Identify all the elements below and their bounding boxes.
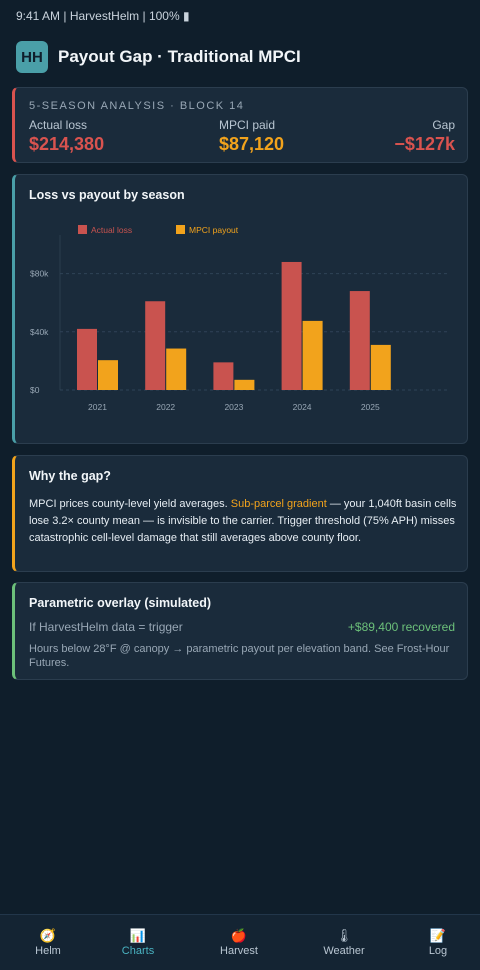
x-tick-label: 2024	[293, 402, 312, 412]
nav-item-log[interactable]: 📝 Log	[390, 915, 480, 970]
page-title: Payout Gap · Traditional MPCI	[58, 47, 301, 66]
bar	[166, 348, 187, 390]
nav-item-label: Charts	[121, 945, 155, 957]
summary-kicker: 5-SEASON ANALYSIS · BLOCK 14	[29, 100, 245, 112]
legend-label: MPCI payout	[189, 225, 239, 235]
actual-loss-label: Actual loss	[29, 118, 88, 132]
why-gap-card: Why the gap? MPCI prices county-level yi…	[12, 455, 468, 572]
thermometer-icon: 🌡	[335, 928, 353, 943]
actual-loss-value: $214,380	[29, 134, 105, 154]
chart-card: Loss vs payout by season $0 $40k $80k Actua…	[12, 174, 468, 444]
overlay-condition: If HarvestHelm data = trigger	[29, 620, 183, 634]
x-tick-label: 2023	[224, 402, 243, 412]
nav-item-label: Weather	[323, 945, 365, 957]
legend-swatch	[78, 225, 87, 234]
mpci-paid-value: $87,120	[219, 134, 285, 154]
status-bar: 9:41 AM | HarvestHelm | 100% ▮	[16, 9, 190, 23]
gap-metric: Gap −$127k	[394, 118, 455, 155]
bar	[302, 320, 323, 390]
nav-item-charts[interactable]: 📊 Charts	[90, 915, 186, 970]
chart-title: Loss vs payout by season	[29, 188, 185, 202]
mpci-paid-label: MPCI paid	[219, 118, 276, 132]
overlay-recovered: +$89,400 recovered	[347, 620, 455, 634]
gap-value: −$127k	[394, 134, 455, 154]
bottom-nav: 🧭 Helm 📊 Charts 🍎 Harvest 🌡 Weather 📝 Lo…	[0, 914, 480, 970]
bar	[234, 379, 255, 390]
x-tick-label: 2021	[88, 402, 107, 412]
y-tick-label: $0	[30, 385, 40, 395]
nav-item-label: Helm	[35, 945, 61, 957]
legend-swatch	[176, 225, 185, 234]
loss-payout-bar-chart: $0 $40k $80k Actual loss MPCI payout 2021 2022…	[30, 225, 447, 412]
bar	[370, 344, 391, 390]
nav-item-label: Log	[428, 945, 448, 957]
why-title: Why the gap?	[29, 469, 111, 483]
bar	[281, 261, 302, 390]
bar-chart-icon: 📊	[129, 928, 147, 943]
y-tick-label: $40k	[30, 327, 49, 337]
parametric-overlay-card: Parametric overlay (simulated) If Harves…	[12, 582, 468, 680]
y-tick-label: $80k	[30, 269, 49, 279]
app-header: HH Payout Gap · Traditional MPCI	[16, 41, 301, 73]
overlay-title: Parametric overlay (simulated)	[29, 596, 212, 610]
overlay-note: Hours below 28°F @ canopy → parametric p…	[29, 643, 450, 669]
nav-item-weather[interactable]: 🌡 Weather	[296, 915, 392, 970]
nav-item-helm[interactable]: 🧭 Helm	[0, 915, 96, 970]
nav-item-harvest[interactable]: 🍎 Harvest	[191, 915, 287, 970]
bar	[98, 360, 118, 390]
why-body: MPCI prices county-level yield averages.…	[29, 496, 457, 547]
bar	[213, 362, 234, 390]
memo-icon: 📝	[429, 928, 447, 943]
actual-loss-metric: Actual loss $214,380	[29, 118, 104, 155]
bar	[145, 301, 166, 390]
nav-item-label: Harvest	[220, 945, 258, 957]
app-logo[interactable]: HH	[16, 41, 48, 73]
gap-label: Gap	[432, 118, 455, 132]
x-tick-label: 2022	[156, 402, 175, 412]
legend-label: Actual loss	[91, 225, 132, 235]
apple-icon: 🍎	[230, 928, 248, 943]
compass-icon: 🧭	[39, 928, 57, 943]
bar	[349, 291, 370, 390]
why-text-1: MPCI prices county-level yield averages.	[29, 498, 231, 510]
bar	[77, 328, 97, 390]
mpci-paid-metric: MPCI paid $87,120	[219, 118, 284, 155]
why-highlight: Sub-parcel gradient	[230, 498, 327, 510]
summary-card: 5-SEASON ANALYSIS · BLOCK 14 Actual loss…	[12, 87, 468, 163]
x-tick-label: 2025	[361, 402, 380, 412]
why-text-2: — your 1,040ft basin cells lose 3.2× cou…	[29, 498, 457, 544]
